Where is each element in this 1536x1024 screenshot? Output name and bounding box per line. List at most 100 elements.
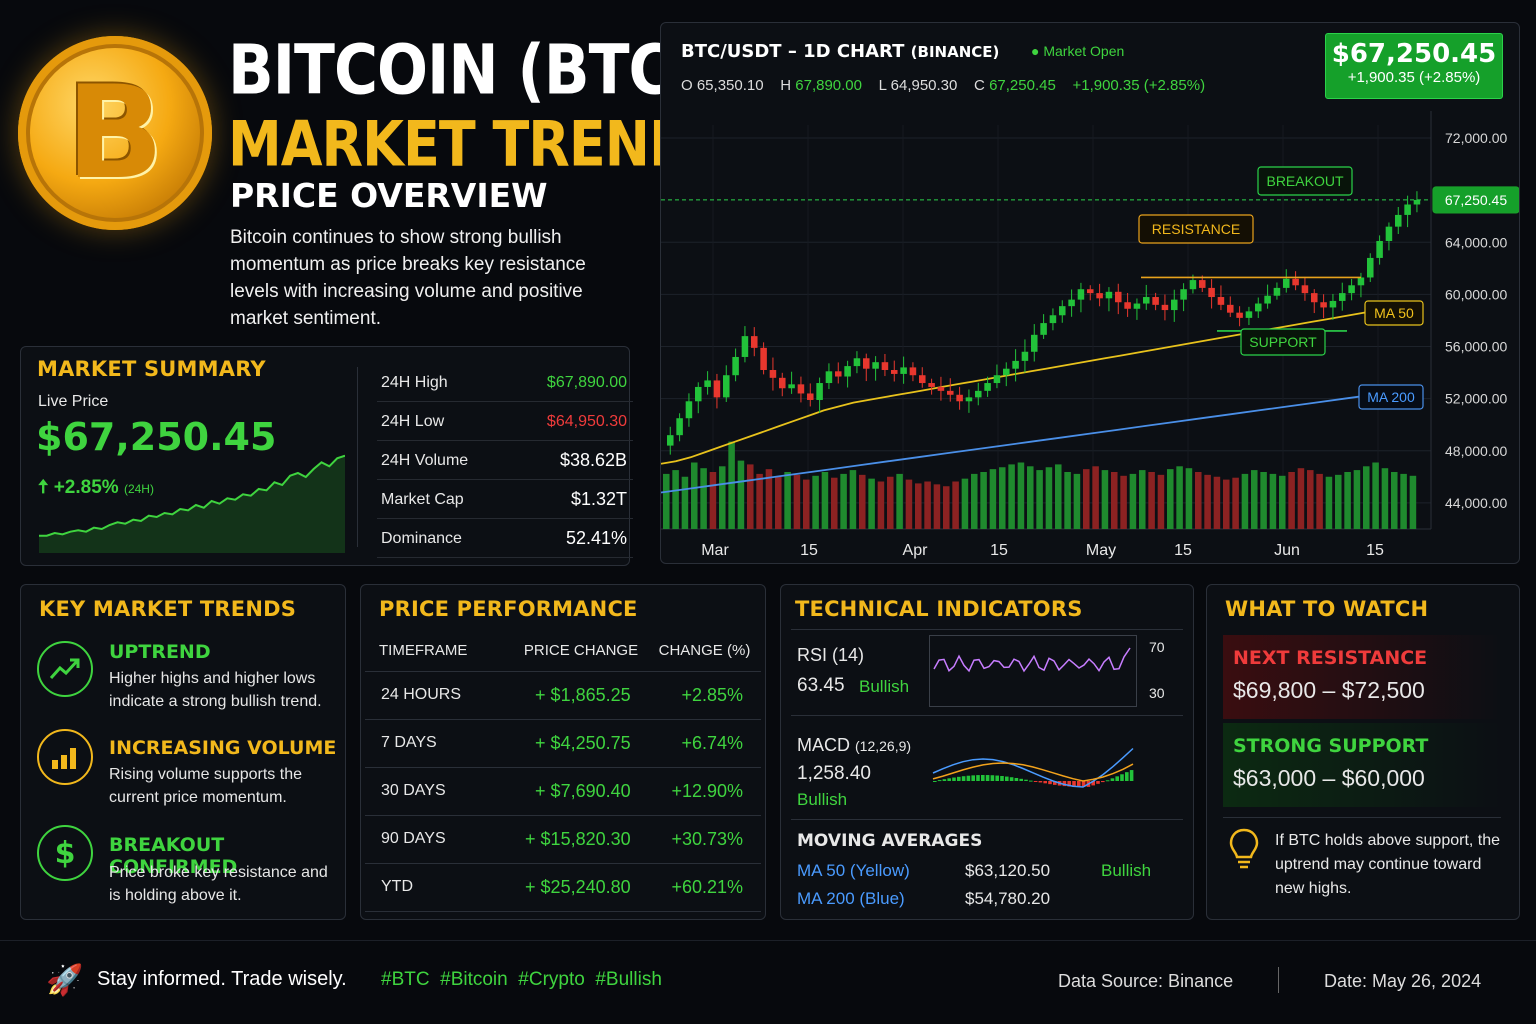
x-tick-label: 15 [1366,542,1384,559]
volume-bar [868,478,875,529]
candle [1003,362,1010,387]
macd-histogram-bar [1038,781,1043,783]
candle [685,393,693,427]
y-tick-label: 44,000.00 [1445,495,1507,511]
volume-bar [1409,475,1417,529]
timeframe-cell: 30 DAYS [365,767,474,816]
volume-bar [877,481,885,529]
volume-bar [672,470,679,529]
volume-bar [1139,470,1146,529]
candle [1180,283,1187,312]
macd-histogram-bar [1048,781,1052,785]
volume-bar [999,467,1006,529]
ma200-label: MA 200 (Blue) [797,889,905,908]
macd-histogram-bar [961,776,966,781]
macd-histogram-bar [1081,781,1086,787]
price-performance-panel: PRICE PERFORMANCE TIMEFRAME PRICE CHANGE… [360,584,766,920]
change-pct-cell: +60.21% [648,863,761,912]
market-stat-label: Dominance [381,529,462,547]
candle [816,377,823,413]
volume-bar [681,476,689,529]
ma50-value: $63,120.50 [965,861,1051,880]
volume-bar [1335,474,1342,529]
candle [881,353,889,377]
volume-bar [1363,466,1370,529]
volume-bar [775,476,782,529]
volume-bar [1260,472,1267,529]
macd-histogram-bar [985,775,990,781]
bitcoin-coin-logo: B [18,36,212,230]
bar-chart-icon [37,729,93,785]
volume-bar [1391,472,1398,529]
candle [1208,279,1215,309]
current-price-tag: 67,250.45 [1432,186,1519,214]
candle [1105,287,1113,312]
candle [1301,277,1309,301]
volume-bar [737,460,745,529]
trend-desc-volume: Rising volume supports the current price… [109,766,302,806]
footer: 🚀 Stay informed. Trade wisely. #BTC #Bit… [0,940,1536,1024]
macd-histogram-bar [1067,781,1071,787]
volume-bar [1372,462,1379,529]
status-dot-icon: ● [1031,43,1040,59]
macd-histogram-bar [990,775,995,781]
candle [1357,272,1365,298]
technical-indicators-title: TECHNICAL INDICATORS [795,597,1083,621]
ma50-line [661,305,1402,465]
volume-bar [971,473,978,529]
watch-tip: If BTC holds above support, the uptrend … [1275,832,1501,897]
y-tick-label: 52,000.00 [1445,391,1507,407]
volume-bar [821,472,829,529]
live-price-value: $67,250.45 [36,415,277,459]
y-tick-label: 56,000.00 [1445,339,1507,355]
volume-bar [1120,475,1127,529]
timeframe-cell: 90 DAYS [365,815,474,864]
y-tick-label: 72,000.00 [1445,130,1507,146]
candlestick-chart[interactable]: 72,000.00 64,000.00 60,000.00 56,000.00 52,0… [661,111,1519,563]
candle [1385,222,1393,251]
key-trends-title: KEY MARKET TRENDS [39,597,297,621]
volume-bar [887,476,894,529]
ma-signal: Bullish [1101,861,1152,880]
candle [947,378,954,402]
volume-bar [896,473,903,529]
candle [1264,284,1271,309]
candle [704,371,711,395]
live-price-label: Live Price [38,393,109,410]
candle [825,363,833,390]
volume-bar [756,473,763,529]
volume-bar [728,441,735,529]
macd-histogram-bar [995,775,999,781]
chart-exchange: (BINANCE) [910,43,1000,61]
candle [788,371,795,394]
macd-histogram-bar [1033,781,1038,782]
candle [984,376,991,397]
price-change-value: +2.85% [53,477,119,498]
candle [844,360,851,388]
volume-bar [1316,473,1323,529]
price-badge-change: +1,900.35 (+2.85%) [1347,69,1481,86]
market-stat-value: 52.41% [565,528,627,548]
volume-bar [1111,472,1118,529]
candle [695,382,702,414]
macd-mini-chart [932,747,1134,788]
price-performance-title: PRICE PERFORMANCE [379,597,638,621]
rsi-signal: Bullish [859,677,910,696]
y-tick-label: 64,000.00 [1445,234,1507,250]
volume-bar [1279,475,1286,529]
macd-signal: Bullish [797,790,848,809]
candle [928,378,935,395]
rsi-value: 63.45 [797,675,845,696]
market-status: ● Market Open [1031,43,1125,59]
candle [1413,191,1421,213]
table-row: 7 DAYS + $4,250.75 +6.74% [365,719,761,768]
breakout-label: BREAKOUT [1257,166,1353,196]
volume-bar [663,473,670,529]
candle [1077,282,1085,313]
candle [723,365,730,402]
candle [1143,284,1150,310]
volume-bar [1036,470,1043,529]
volume-bar [700,468,707,529]
price-sparkline [39,454,345,553]
macd-histogram-bar [981,775,985,781]
